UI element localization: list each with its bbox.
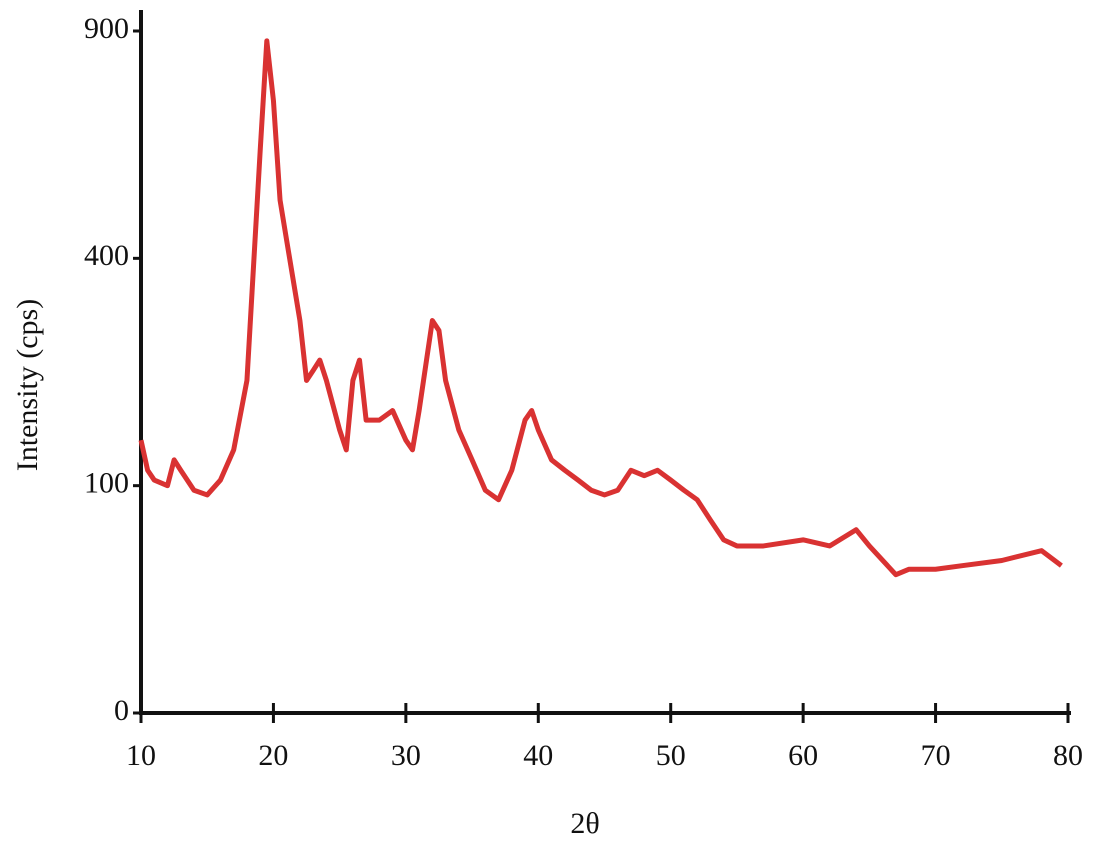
x-axis-label: 2θ	[570, 807, 599, 840]
y-tick-label: 100	[84, 467, 129, 500]
x-tick-label: 60	[788, 739, 818, 772]
x-tick-label: 20	[258, 739, 288, 772]
x-tick-label: 40	[523, 739, 553, 772]
data-line	[138, 38, 1063, 578]
x-tick-label: 10	[126, 739, 156, 772]
y-tick-label: 0	[114, 694, 129, 727]
x-tick-label: 30	[391, 739, 421, 772]
y-tick-label: 400	[84, 239, 129, 272]
x-tick-label: 80	[1053, 739, 1083, 772]
y-tick-label: 900	[84, 12, 129, 45]
y-axis-label: Intensity (cps)	[11, 299, 44, 471]
x-tick-label: 50	[656, 739, 686, 772]
x-tick-label: 70	[921, 739, 951, 772]
